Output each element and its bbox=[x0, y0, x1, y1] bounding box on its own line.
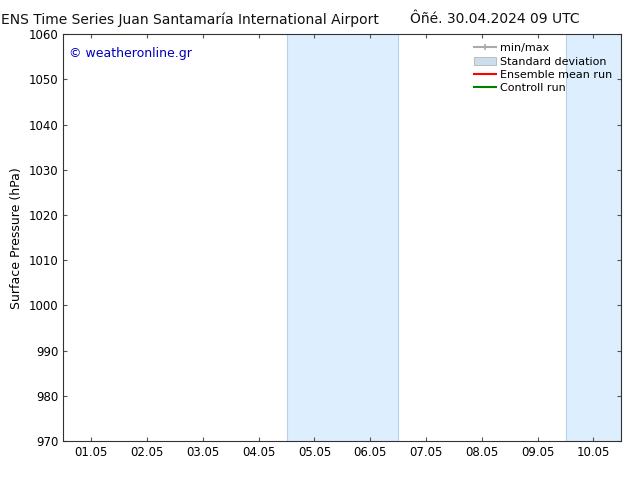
Y-axis label: Surface Pressure (hPa): Surface Pressure (hPa) bbox=[10, 167, 23, 309]
Text: Ôñé. 30.04.2024 09 UTC: Ôñé. 30.04.2024 09 UTC bbox=[410, 12, 579, 26]
Legend: min/max, Standard deviation, Ensemble mean run, Controll run: min/max, Standard deviation, Ensemble me… bbox=[470, 40, 616, 97]
Bar bbox=[287, 34, 398, 441]
Bar bbox=[566, 34, 621, 441]
Text: ENS Time Series Juan Santamaría International Airport: ENS Time Series Juan Santamaría Internat… bbox=[1, 12, 379, 27]
Text: © weatheronline.gr: © weatheronline.gr bbox=[69, 47, 192, 59]
